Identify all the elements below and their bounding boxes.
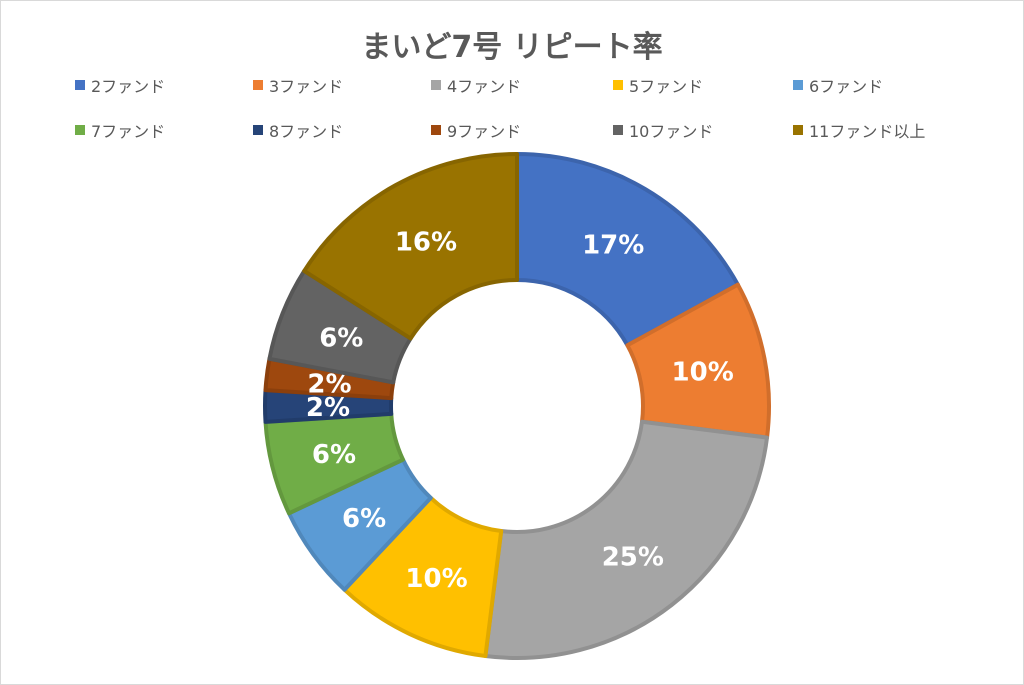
- legend-item[interactable]: 5ファンド: [613, 73, 703, 97]
- legend-swatch: [431, 80, 441, 90]
- legend-item[interactable]: 3ファンド: [253, 73, 343, 97]
- chart-title: まいど7号 リピート率: [361, 30, 663, 65]
- legend-swatch: [793, 125, 803, 135]
- legend-label: 3ファンド: [269, 77, 344, 96]
- data-label: 10%: [672, 358, 734, 388]
- data-label: 10%: [405, 564, 467, 594]
- legend-label: 11ファンド以上: [809, 122, 926, 141]
- legend-label: 6ファンド: [809, 77, 884, 96]
- data-label: 6%: [319, 323, 363, 353]
- legend-swatch: [253, 80, 263, 90]
- legend-item[interactable]: 8ファンド: [253, 118, 343, 142]
- legend-swatch: [253, 125, 263, 135]
- data-label: 17%: [582, 230, 644, 260]
- legend-item[interactable]: 9ファンド: [431, 118, 521, 142]
- legend-swatch: [75, 80, 85, 90]
- legend-swatch: [431, 125, 441, 135]
- legend-swatch: [793, 80, 803, 90]
- donut-slice[interactable]: [515, 152, 740, 348]
- legend-item[interactable]: 4ファンド: [431, 73, 521, 97]
- data-label: 16%: [395, 227, 457, 257]
- donut-slice[interactable]: [302, 152, 519, 341]
- legend-swatch: [613, 125, 623, 135]
- legend-label: 2ファンド: [91, 77, 166, 96]
- legend: 2ファンド 3ファンド 4ファンド 5ファンド 6ファンド 7ファンド 8ファン…: [0, 0, 1024, 150]
- legend-label: 8ファンド: [269, 122, 344, 141]
- legend-item[interactable]: 10ファンド: [613, 118, 713, 142]
- legend-item[interactable]: 7ファンド: [75, 118, 165, 142]
- legend-swatch: [75, 125, 85, 135]
- donut-slice[interactable]: [483, 419, 770, 660]
- legend-item[interactable]: 11ファンド以上: [793, 118, 925, 142]
- legend-label: 10ファンド: [629, 122, 714, 141]
- data-label: 6%: [312, 440, 356, 470]
- legend-item[interactable]: 6ファンド: [793, 73, 883, 97]
- legend-item[interactable]: 2ファンド: [75, 73, 165, 97]
- legend-label: 4ファンド: [447, 77, 522, 96]
- legend-label: 5ファンド: [629, 77, 704, 96]
- legend-label: 7ファンド: [91, 122, 166, 141]
- legend-swatch: [613, 80, 623, 90]
- data-label: 2%: [306, 393, 350, 423]
- data-label: 6%: [342, 504, 386, 534]
- data-label: 25%: [602, 542, 664, 572]
- legend-label: 9ファンド: [447, 122, 522, 141]
